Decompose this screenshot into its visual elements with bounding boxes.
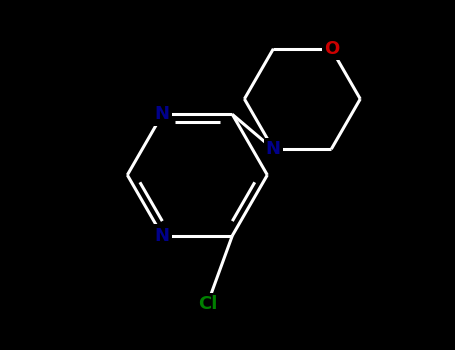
Text: N: N — [266, 140, 281, 158]
Text: N: N — [155, 105, 170, 124]
Text: N: N — [155, 226, 170, 245]
Text: O: O — [324, 40, 339, 58]
Text: Cl: Cl — [198, 295, 217, 313]
